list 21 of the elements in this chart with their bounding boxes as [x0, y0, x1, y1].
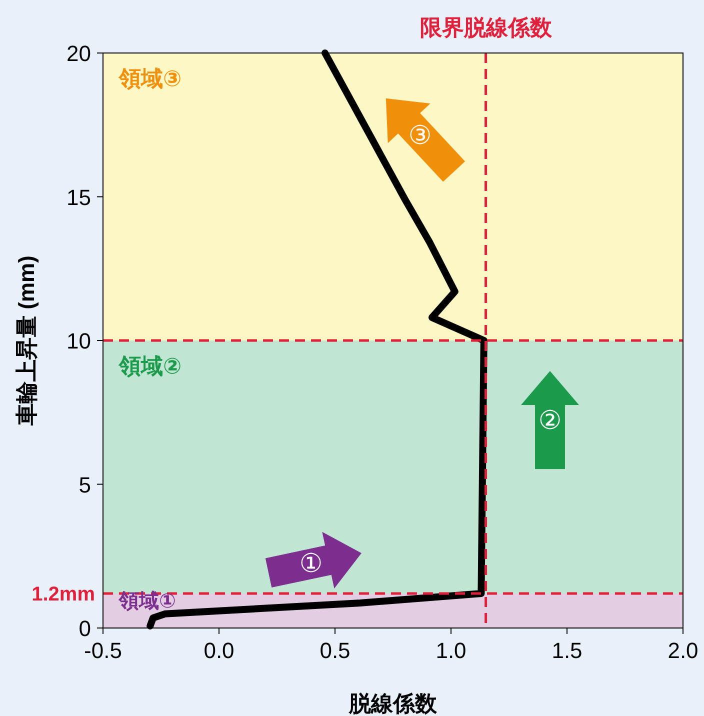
- band-label: 領域②: [118, 354, 182, 378]
- y-tick-label: 10: [66, 328, 91, 354]
- x-tick-label: 1.0: [436, 638, 466, 663]
- x-tick-label: 2.0: [668, 638, 698, 663]
- y-tick-label: 0: [78, 616, 91, 641]
- annotation: ③: [408, 120, 432, 150]
- annotation: ②: [538, 405, 562, 435]
- y-tick-label: 15: [66, 184, 91, 210]
- y-tick-label: 5: [78, 472, 91, 498]
- annotation: ①: [299, 548, 323, 578]
- ref-line-label: 限界脱線係数: [420, 15, 553, 40]
- y-tick-label: 20: [66, 41, 91, 66]
- ref-line-label: 1.2mm: [32, 584, 95, 606]
- y-axis-title: 車輪上昇量 (mm): [14, 256, 39, 426]
- x-axis-title: 脱線係数: [348, 691, 438, 716]
- x-tick-label: 0.5: [320, 638, 350, 663]
- x-tick-label: -0.5: [84, 638, 122, 663]
- x-tick-label: 0.0: [204, 638, 234, 663]
- band-label: 領域③: [118, 66, 182, 91]
- x-tick-label: 1.5: [552, 638, 582, 663]
- band-label: 領域①: [118, 590, 176, 612]
